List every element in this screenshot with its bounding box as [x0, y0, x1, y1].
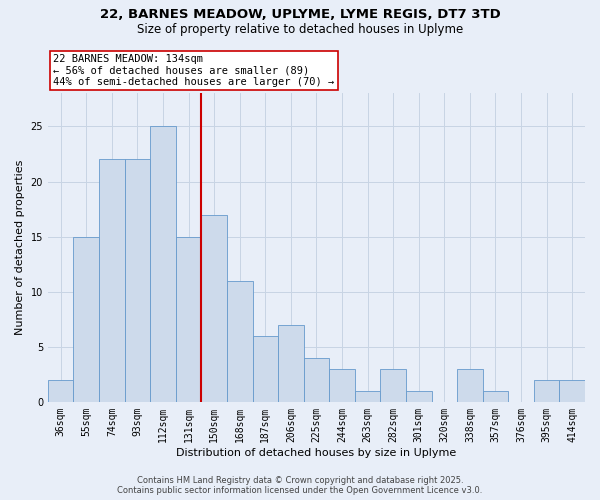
Bar [99, 160, 125, 402]
Bar [482, 391, 508, 402]
Bar [406, 391, 431, 402]
Bar [457, 369, 482, 402]
Text: Contains HM Land Registry data © Crown copyright and database right 2025.
Contai: Contains HM Land Registry data © Crown c… [118, 476, 482, 495]
Bar [329, 369, 355, 402]
Bar [176, 236, 202, 402]
Bar [355, 391, 380, 402]
Bar [202, 214, 227, 402]
Bar [227, 280, 253, 402]
Bar [380, 369, 406, 402]
Text: 22 BARNES MEADOW: 134sqm
← 56% of detached houses are smaller (89)
44% of semi-d: 22 BARNES MEADOW: 134sqm ← 56% of detach… [53, 54, 335, 87]
Bar [150, 126, 176, 402]
Bar [125, 160, 150, 402]
Bar [48, 380, 73, 402]
Bar [73, 236, 99, 402]
Bar [559, 380, 585, 402]
X-axis label: Distribution of detached houses by size in Uplyme: Distribution of detached houses by size … [176, 448, 457, 458]
Text: Size of property relative to detached houses in Uplyme: Size of property relative to detached ho… [137, 22, 463, 36]
Text: 22, BARNES MEADOW, UPLYME, LYME REGIS, DT7 3TD: 22, BARNES MEADOW, UPLYME, LYME REGIS, D… [100, 8, 500, 20]
Bar [253, 336, 278, 402]
Bar [534, 380, 559, 402]
Y-axis label: Number of detached properties: Number of detached properties [15, 160, 25, 336]
Bar [278, 324, 304, 402]
Bar [304, 358, 329, 402]
